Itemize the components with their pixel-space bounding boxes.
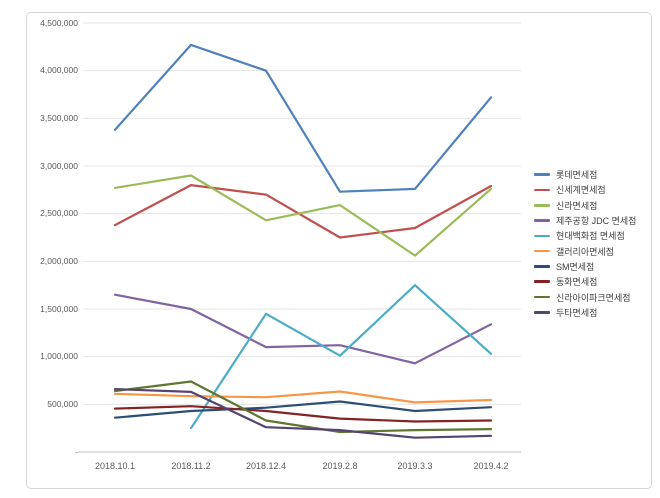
x-axis-label: 2018.12.4: [245, 461, 287, 471]
y-axis-label: 500,000: [47, 398, 78, 409]
legend-item: 롯데면세점: [534, 167, 636, 182]
legend-line-swatch: [534, 234, 550, 238]
legend-line-swatch: [534, 203, 550, 207]
legend-label: 신라아이파크면세점: [556, 292, 631, 303]
legend-label: 롯데면세점: [556, 170, 598, 181]
legend-label: 현대백화점 면세점: [556, 231, 625, 242]
y-axis-label: 2,000,000: [40, 255, 78, 266]
y-axis-label: 4,000,000: [40, 65, 78, 76]
y-axis-label: -: [75, 446, 78, 457]
y-axis-label: 3,000,000: [40, 160, 78, 171]
legend-line-swatch: [534, 311, 550, 314]
x-axis-label: 2019.2.8: [322, 461, 358, 471]
y-axis-label: 1,000,000: [40, 351, 78, 362]
legend-label: 동화면세점: [556, 277, 598, 288]
x-axis-label: 2018.10.1: [94, 461, 136, 471]
legend-line-swatch: [534, 249, 550, 253]
y-axis-label: 4,500,000: [40, 17, 78, 28]
series-line: [113, 174, 493, 257]
legend-label: 신라면세점: [556, 200, 598, 211]
series-line: [113, 405, 493, 423]
legend-item: 동화면세점: [534, 274, 636, 289]
series-line: [113, 184, 493, 239]
legend-item: 두타면세점: [534, 305, 636, 320]
series-line: [113, 390, 493, 404]
x-axis-label: 2018.11.2: [171, 461, 211, 471]
y-axis-label: 2,500,000: [40, 208, 78, 219]
legend-label: 갤러리아면세점: [556, 246, 614, 257]
y-axis-label: 1,500,000: [40, 303, 78, 314]
legend-line-swatch: [534, 295, 550, 299]
series-line: [189, 284, 493, 430]
series-line: [113, 43, 493, 193]
y-axis-label: 3,500,000: [40, 112, 78, 123]
legend-line-swatch: [534, 188, 550, 192]
legend-item: 갤러리아면세점: [534, 243, 636, 258]
legend-item: SM면세점: [534, 259, 636, 274]
series-line: [113, 388, 493, 439]
legend-label: 제주공항 JDC 면세점: [556, 216, 637, 227]
legend-label: 신세계면세점: [556, 185, 606, 196]
legend-label: 두타면세점: [556, 307, 598, 318]
legend-item: 신라면세점: [534, 198, 636, 213]
legend-item: 제주공항 JDC 면세점: [534, 213, 636, 228]
legend-item: 신세계면세점: [534, 182, 636, 197]
x-axis-label: 2019.3.3: [397, 461, 433, 471]
legend-item: 신라아이파크면세점: [534, 289, 636, 304]
series-line: [113, 400, 493, 419]
legend-line-swatch: [534, 219, 550, 222]
legend-line-swatch: [534, 280, 550, 284]
legend-line-swatch: [534, 173, 550, 176]
legend-line-swatch: [534, 265, 550, 268]
legend-item: 현대백화점 면세점: [534, 228, 636, 243]
legend-label: SM면세점: [556, 261, 595, 272]
series-line: [113, 293, 493, 365]
series-line: [113, 380, 493, 434]
x-axis-label: 2019.4.2: [473, 461, 509, 471]
